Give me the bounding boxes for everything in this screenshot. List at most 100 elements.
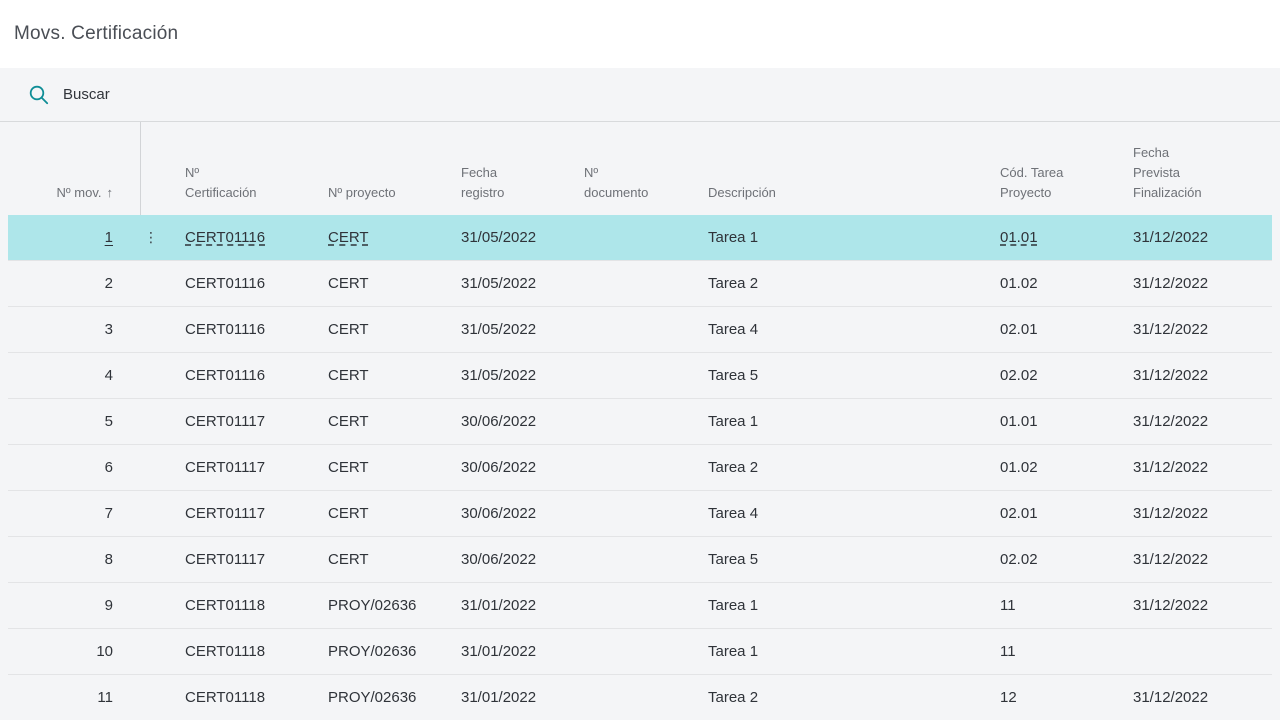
cell-no-certificacion[interactable]: CERT01117 xyxy=(185,551,266,568)
cell-no-proyecto[interactable]: CERT xyxy=(328,229,369,246)
table-row[interactable]: 3 CERT01116 CERT 31/05/2022 Tarea 4 02.0… xyxy=(8,307,1272,353)
cell-cod-tarea-proyecto[interactable]: 01.01 xyxy=(1000,229,1038,246)
table-header-row: Nº mov. ↑ Nº Certificación Nº proyecto Fe… xyxy=(8,122,1272,215)
kebab-icon[interactable] xyxy=(118,491,185,536)
cell-no-mov[interactable]: 7 xyxy=(104,505,113,522)
table-row[interactable]: 5 CERT01117 CERT 30/06/2022 Tarea 1 01.0… xyxy=(8,399,1272,445)
cell-no-certificacion[interactable]: CERT01117 xyxy=(185,459,266,476)
cell-no-proyecto[interactable]: PROY/02636 xyxy=(328,689,417,706)
cell-cod-tarea-proyecto[interactable]: 01.01 xyxy=(1000,413,1038,430)
table-row[interactable]: 6 CERT01117 CERT 30/06/2022 Tarea 2 01.0… xyxy=(8,445,1272,491)
column-header-no-mov[interactable]: Nº mov. ↑ xyxy=(8,183,118,215)
cell-no-mov[interactable]: 10 xyxy=(96,643,113,660)
column-header-descripcion[interactable]: Descripción xyxy=(708,184,776,200)
cell-no-proyecto[interactable]: CERT xyxy=(328,275,369,292)
cell-no-mov[interactable]: 6 xyxy=(104,459,113,476)
cell-cod-tarea-proyecto[interactable]: 02.01 xyxy=(1000,505,1038,522)
cell-fecha-registro: 31/01/2022 xyxy=(461,643,537,660)
table-row[interactable]: 11 CERT01118 PROY/02636 31/01/2022 Tarea… xyxy=(8,675,1272,720)
cell-no-certificacion[interactable]: CERT01117 xyxy=(185,413,266,430)
cell-fecha-prevista-finalizacion: 31/12/2022 xyxy=(1133,275,1209,292)
cell-no-proyecto[interactable]: CERT xyxy=(328,413,369,430)
cell-cod-tarea-proyecto[interactable]: 02.02 xyxy=(1000,551,1038,568)
search-bar[interactable]: Buscar xyxy=(0,68,1280,122)
cell-no-documento xyxy=(584,583,708,628)
cell-fecha-registro: 31/05/2022 xyxy=(461,275,537,292)
cell-descripcion: Tarea 4 xyxy=(708,505,759,522)
cell-no-documento xyxy=(584,215,708,260)
cell-fecha-prevista-finalizacion: 31/12/2022 xyxy=(1133,321,1209,338)
cell-fecha-prevista-finalizacion: 31/12/2022 xyxy=(1133,597,1209,614)
cell-no-proyecto[interactable]: CERT xyxy=(328,459,369,476)
cell-cod-tarea-proyecto[interactable]: 12 xyxy=(1000,689,1017,706)
table-row[interactable]: 9 CERT01118 PROY/02636 31/01/2022 Tarea … xyxy=(8,583,1272,629)
cell-cod-tarea-proyecto[interactable]: 02.02 xyxy=(1000,367,1038,384)
cell-no-certificacion[interactable]: CERT01116 xyxy=(185,367,266,384)
cell-fecha-prevista-finalizacion: 31/12/2022 xyxy=(1133,551,1209,568)
kebab-icon[interactable] xyxy=(118,583,185,628)
cell-fecha-prevista-finalizacion: 31/12/2022 xyxy=(1133,505,1209,522)
table-row[interactable]: 4 CERT01116 CERT 31/05/2022 Tarea 5 02.0… xyxy=(8,353,1272,399)
cell-no-certificacion[interactable]: CERT01117 xyxy=(185,505,266,522)
table-row[interactable]: 10 CERT01118 PROY/02636 31/01/2022 Tarea… xyxy=(8,629,1272,675)
kebab-icon[interactable] xyxy=(118,537,185,582)
sort-ascending-icon: ↑ xyxy=(106,184,114,200)
column-header-fecha-registro[interactable]: Fecha registro xyxy=(461,164,505,200)
cell-no-proyecto[interactable]: CERT xyxy=(328,321,369,338)
cell-fecha-prevista-finalizacion xyxy=(1133,629,1272,674)
cell-no-certificacion[interactable]: CERT01116 xyxy=(185,229,266,246)
cell-cod-tarea-proyecto[interactable]: 02.01 xyxy=(1000,321,1038,338)
cell-no-mov[interactable]: 1 xyxy=(104,229,113,246)
cell-fecha-prevista-finalizacion: 31/12/2022 xyxy=(1133,459,1209,476)
kebab-icon[interactable] xyxy=(118,629,185,674)
cell-no-mov[interactable]: 8 xyxy=(104,551,113,568)
page-title: Movs. Certificación xyxy=(14,23,179,44)
cell-descripcion: Tarea 2 xyxy=(708,275,759,292)
cell-no-certificacion[interactable]: CERT01118 xyxy=(185,643,266,660)
cell-descripcion: Tarea 1 xyxy=(708,643,759,660)
cell-no-certificacion[interactable]: CERT01118 xyxy=(185,597,266,614)
cell-no-certificacion[interactable]: CERT01116 xyxy=(185,275,266,292)
cell-no-documento xyxy=(584,261,708,306)
kebab-icon[interactable] xyxy=(118,445,185,490)
table-row[interactable]: 8 CERT01117 CERT 30/06/2022 Tarea 5 02.0… xyxy=(8,537,1272,583)
column-header-no-certificacion[interactable]: Nº Certificación xyxy=(185,164,257,200)
cell-no-mov[interactable]: 11 xyxy=(97,689,113,706)
cell-no-mov[interactable]: 4 xyxy=(104,367,113,384)
cell-no-mov[interactable]: 5 xyxy=(104,413,113,430)
cell-no-documento xyxy=(584,491,708,536)
kebab-icon[interactable] xyxy=(118,353,185,398)
kebab-icon[interactable] xyxy=(118,399,185,444)
cell-no-mov[interactable]: 9 xyxy=(104,597,113,614)
cell-no-documento xyxy=(584,537,708,582)
cell-no-certificacion[interactable]: CERT01116 xyxy=(185,321,266,338)
cell-no-certificacion[interactable]: CERT01118 xyxy=(185,689,266,706)
kebab-icon[interactable]: ⋮ xyxy=(144,229,159,245)
cell-fecha-registro: 31/05/2022 xyxy=(461,229,537,246)
cell-cod-tarea-proyecto[interactable]: 01.02 xyxy=(1000,459,1038,476)
column-header-fecha-prevista-finalizacion[interactable]: Fecha Prevista Finalización xyxy=(1133,144,1202,200)
table-row[interactable]: 2 CERT01116 CERT 31/05/2022 Tarea 2 01.0… xyxy=(8,261,1272,307)
cell-cod-tarea-proyecto[interactable]: 11 xyxy=(1000,597,1016,614)
column-header-no-proyecto[interactable]: Nº proyecto xyxy=(328,184,396,200)
cell-no-proyecto[interactable]: PROY/02636 xyxy=(328,643,417,660)
cell-descripcion: Tarea 2 xyxy=(708,459,759,476)
cell-cod-tarea-proyecto[interactable]: 01.02 xyxy=(1000,275,1038,292)
table-row[interactable]: 1 ⋮ CERT01116 CERT 31/05/2022 Tarea 1 01… xyxy=(8,215,1272,261)
cell-no-proyecto[interactable]: CERT xyxy=(328,551,369,568)
cell-fecha-registro: 30/06/2022 xyxy=(461,413,537,430)
column-header-no-documento[interactable]: Nº documento xyxy=(584,164,649,200)
kebab-icon[interactable] xyxy=(118,307,185,352)
cell-no-mov[interactable]: 3 xyxy=(104,321,113,338)
kebab-icon[interactable] xyxy=(118,675,185,720)
cell-no-proyecto[interactable]: CERT xyxy=(328,505,369,522)
kebab-icon[interactable] xyxy=(118,261,185,306)
column-header-cod-tarea-proyecto[interactable]: Cód. Tarea Proyecto xyxy=(1000,164,1064,200)
cell-no-proyecto[interactable]: PROY/02636 xyxy=(328,597,417,614)
cell-no-mov[interactable]: 2 xyxy=(104,275,113,292)
cell-fecha-prevista-finalizacion: 31/12/2022 xyxy=(1133,229,1209,246)
cell-no-proyecto[interactable]: CERT xyxy=(328,367,369,384)
cell-cod-tarea-proyecto[interactable]: 11 xyxy=(1000,643,1016,660)
table-row[interactable]: 7 CERT01117 CERT 30/06/2022 Tarea 4 02.0… xyxy=(8,491,1272,537)
